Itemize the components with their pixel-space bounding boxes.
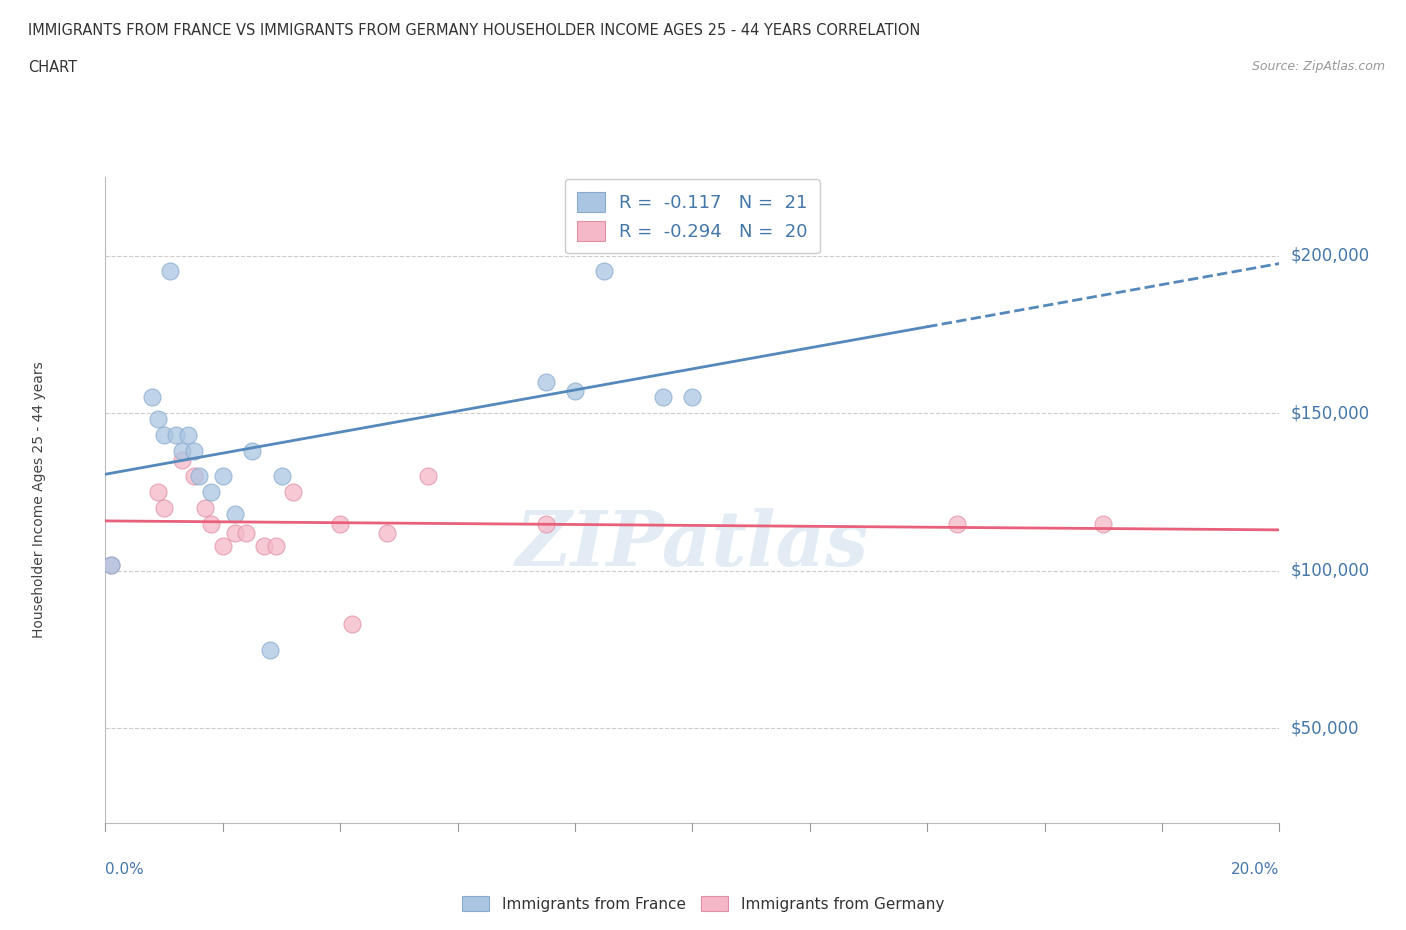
Text: $50,000: $50,000 (1291, 720, 1360, 737)
Point (148, 412, 170, 427)
Point (945, 516, 967, 531)
Point (259, 643, 281, 658)
Text: 20.0%: 20.0% (1232, 862, 1279, 877)
Point (176, 428, 198, 443)
Text: CHART: CHART (28, 60, 77, 75)
Text: $200,000: $200,000 (1291, 246, 1369, 264)
Point (200, 516, 222, 531)
Point (270, 469, 292, 484)
Point (165, 428, 187, 443)
Point (534, 516, 557, 531)
Point (153, 428, 176, 443)
Point (188, 469, 211, 484)
Point (159, 264, 181, 279)
Legend: Immigrants from France, Immigrants from Germany: Immigrants from France, Immigrants from … (456, 889, 950, 918)
Point (593, 264, 616, 279)
Point (375, 525, 398, 540)
Point (340, 617, 363, 631)
Point (211, 538, 233, 553)
Point (183, 469, 205, 484)
Text: ZIPatlas: ZIPatlas (516, 508, 869, 582)
Point (534, 374, 557, 389)
Text: IMMIGRANTS FROM FRANCE VS IMMIGRANTS FROM GERMANY HOUSEHOLDER INCOME AGES 25 - 4: IMMIGRANTS FROM FRANCE VS IMMIGRANTS FRO… (28, 23, 921, 38)
Point (418, 469, 440, 484)
Point (329, 516, 352, 531)
Point (183, 444, 205, 458)
Point (141, 390, 163, 405)
Point (100, 557, 122, 572)
Point (564, 384, 586, 399)
Point (283, 485, 305, 499)
Point (170, 453, 193, 468)
Point (1092, 516, 1115, 531)
Text: Source: ZipAtlas.com: Source: ZipAtlas.com (1251, 60, 1385, 73)
Point (235, 525, 257, 540)
Point (240, 444, 263, 458)
Point (153, 500, 176, 515)
Point (652, 390, 675, 405)
Text: Householder Income Ages 25 - 44 years: Householder Income Ages 25 - 44 years (32, 362, 46, 638)
Point (211, 469, 233, 484)
Point (264, 538, 287, 553)
Point (148, 485, 170, 499)
Point (200, 485, 222, 499)
Text: $100,000: $100,000 (1291, 562, 1369, 579)
Point (253, 538, 276, 553)
Point (194, 500, 217, 515)
Point (682, 390, 704, 405)
Point (224, 507, 246, 522)
Point (224, 525, 246, 540)
Legend: R =  -0.117   N =  21, R =  -0.294   N =  20: R = -0.117 N = 21, R = -0.294 N = 20 (565, 179, 820, 253)
Point (100, 557, 122, 572)
Point (170, 444, 193, 458)
Text: $150,000: $150,000 (1291, 405, 1369, 422)
Text: 0.0%: 0.0% (105, 862, 145, 877)
